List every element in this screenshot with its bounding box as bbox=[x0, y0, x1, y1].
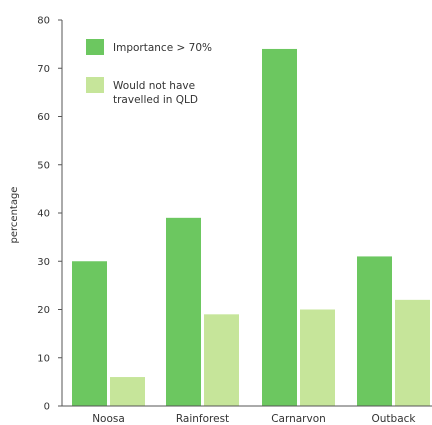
bar-rainforest-series-1 bbox=[166, 218, 201, 406]
y-axis-label: percentage bbox=[9, 187, 20, 244]
legend-label-importance: Importance > 70% bbox=[113, 42, 212, 54]
legend-swatch-importance bbox=[86, 39, 104, 55]
y-tick-label: 70 bbox=[37, 64, 50, 75]
bar-carnarvon-series-1 bbox=[262, 49, 297, 406]
y-axis: 0 10 20 30 40 50 60 70 80 bbox=[37, 16, 62, 413]
bar-noosa-series-2 bbox=[110, 377, 145, 406]
bar-outback-series-2 bbox=[395, 300, 430, 406]
legend-label-would-not-travel-line1: Would not have bbox=[113, 80, 195, 92]
y-tick-label: 80 bbox=[37, 16, 50, 27]
y-tick-label: 20 bbox=[37, 305, 50, 316]
legend-label-would-not-travel-line2: travelled in QLD bbox=[113, 94, 198, 106]
x-category-label: Rainforest bbox=[176, 413, 229, 425]
x-category-label: Carnarvon bbox=[271, 413, 326, 425]
y-tick-label: 10 bbox=[37, 353, 50, 364]
bar-outback-series-1 bbox=[357, 256, 392, 406]
y-tick-label: 30 bbox=[37, 257, 50, 268]
y-tick-label: 0 bbox=[44, 402, 50, 413]
legend-swatch-would-not-travel bbox=[86, 77, 104, 93]
legend: Importance > 70% Would not have travelle… bbox=[86, 39, 212, 106]
x-axis: Noosa Rainforest Carnarvon Outback bbox=[62, 406, 432, 425]
bar-rainforest-series-2 bbox=[204, 314, 239, 406]
bar-carnarvon-series-2 bbox=[300, 310, 335, 407]
y-tick-label: 60 bbox=[37, 112, 50, 123]
y-tick-label: 50 bbox=[37, 160, 50, 171]
x-category-label: Noosa bbox=[92, 413, 125, 425]
x-category-label: Outback bbox=[372, 413, 417, 425]
bar-noosa-series-1 bbox=[72, 261, 107, 406]
y-tick-label: 40 bbox=[37, 209, 50, 220]
